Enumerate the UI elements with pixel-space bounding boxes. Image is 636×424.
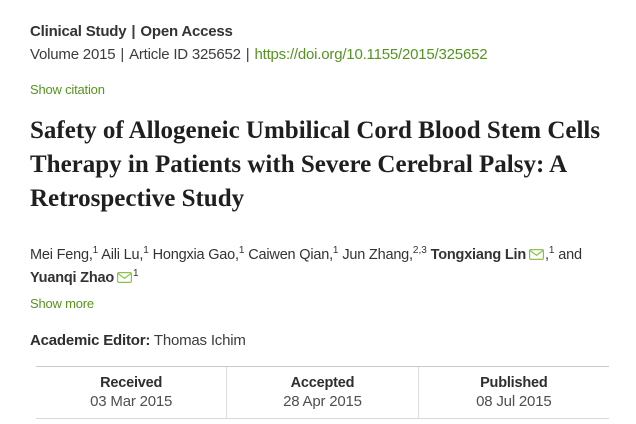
and-label: and <box>558 247 582 263</box>
author-corresponding: Tongxiang Lin ,1 <box>430 245 555 263</box>
separator: | <box>120 46 125 63</box>
open-access-label: Open Access <box>140 23 233 40</box>
received-date-col: Received 03 Mar 2015 <box>36 367 226 418</box>
affiliation-superscript: 1 <box>332 245 339 257</box>
affiliation-superscript: 1 <box>548 245 555 257</box>
article-id-label: Article ID 325652 <box>129 46 241 63</box>
academic-editor-label: Academic Editor: <box>30 332 151 349</box>
author: Aili Lu,1 <box>101 245 149 263</box>
author: Hongxia Gao,1 <box>152 245 245 263</box>
received-label: Received <box>100 375 163 391</box>
author: Jun Zhang,2,3 <box>342 245 427 263</box>
show-more-link[interactable]: Show more <box>30 296 94 311</box>
published-date-col: Published 08 Jul 2015 <box>417 367 609 418</box>
article-title: Safety of Allogeneic Umbilical Cord Bloo… <box>30 117 601 212</box>
article-id-line: Volume 2015 | Article ID 325652 | https://do… <box>30 46 610 64</box>
published-label: Published <box>480 375 548 391</box>
academic-editor-line: Academic Editor: Thomas Ichim <box>30 332 610 350</box>
doi-link[interactable]: https://doi.org/10.1155/2015/325652 <box>254 46 488 63</box>
accepted-date: 28 Apr 2015 <box>283 393 362 410</box>
article-type-line: Clinical Study | Open Access <box>30 23 610 41</box>
email-icon[interactable] <box>117 272 133 284</box>
author: Mei Feng,1 <box>30 245 99 263</box>
dates-table: Received 03 Mar 2015 Accepted 28 Apr 201… <box>36 366 609 419</box>
author-corresponding: Yuanqi Zhao 1 <box>30 268 139 286</box>
accepted-label: Accepted <box>290 375 355 391</box>
academic-editor-name: Thomas Ichim <box>153 332 246 349</box>
affiliation-superscript: 1 <box>92 245 99 257</box>
accepted-date-col: Accepted 28 Apr 2015 <box>226 367 417 418</box>
author: Caiwen Qian,1 <box>248 245 339 263</box>
affiliation-superscript: 1 <box>133 268 139 280</box>
volume-label: Volume 2015 <box>30 46 116 63</box>
affiliation-superscript: 1 <box>143 245 149 257</box>
separator: | <box>131 23 136 40</box>
author-list: Mei Feng,1 Aili Lu,1 Hongxia Gao,1 Caiwe… <box>30 244 610 290</box>
email-icon[interactable] <box>529 249 545 261</box>
received-date: 03 Mar 2015 <box>90 393 173 410</box>
affiliation-superscript: 2,3 <box>412 245 427 257</box>
published-date: 08 Jul 2015 <box>476 393 552 410</box>
show-citation-link[interactable]: Show citation <box>30 82 105 97</box>
article-category: Clinical Study <box>30 23 127 40</box>
separator: | <box>245 46 250 63</box>
affiliation-superscript: 1 <box>238 245 245 257</box>
